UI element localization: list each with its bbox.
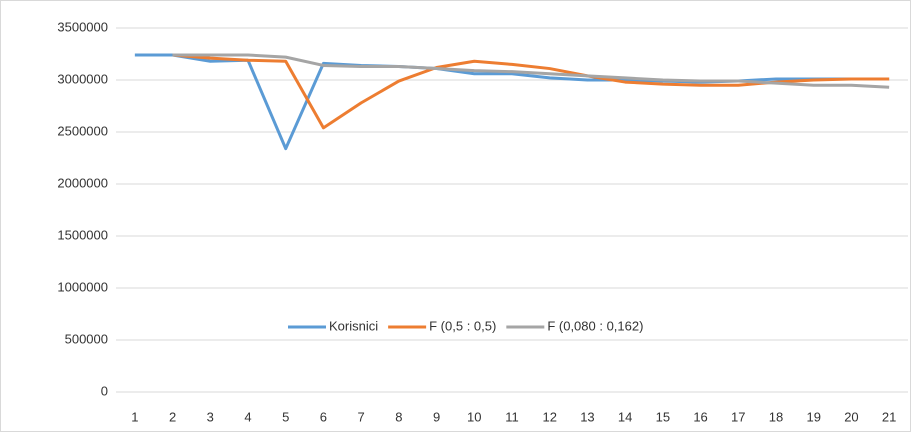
- x-tick-label: 6: [320, 409, 327, 424]
- y-tick-label: 0: [101, 383, 108, 398]
- series-line: [172, 53, 890, 89]
- x-tick-label: 9: [433, 409, 440, 424]
- y-tick-label: 2500000: [57, 123, 108, 138]
- x-tick-label: 14: [618, 409, 632, 424]
- series-line: [134, 53, 890, 151]
- x-tick-label: 12: [542, 409, 556, 424]
- x-tick-label: 3: [207, 409, 214, 424]
- y-tick-label: 3500000: [57, 19, 108, 34]
- x-tick-label: 19: [806, 409, 820, 424]
- x-tick-label: 7: [358, 409, 365, 424]
- x-tick-label: 1: [131, 409, 138, 424]
- x-tick-label: 18: [769, 409, 783, 424]
- legend: Korisnici F (0,5 : 0,5) F (0,080 : 0,162): [288, 318, 643, 333]
- x-tick-label: 4: [244, 409, 251, 424]
- x-tick-label: 20: [844, 409, 858, 424]
- x-tick-label: 21: [882, 409, 896, 424]
- x-tick-label: 2: [169, 409, 176, 424]
- x-tick-label: 17: [731, 409, 745, 424]
- y-tick-label: 3000000: [57, 71, 108, 86]
- x-tick-label: 8: [395, 409, 402, 424]
- x-tick-label: 16: [693, 409, 707, 424]
- x-tick-label: 10: [467, 409, 481, 424]
- x-tick-label: 15: [656, 409, 670, 424]
- legend-label: F (0,5 : 0,5): [429, 318, 496, 333]
- x-tick-label: 5: [282, 409, 289, 424]
- x-tick-label: 13: [580, 409, 594, 424]
- y-tick-label: 500000: [65, 331, 108, 346]
- legend-label: F (0,080 : 0,162): [547, 318, 643, 333]
- legend-label: Korisnici: [329, 318, 378, 333]
- y-tick-label: 2000000: [57, 175, 108, 190]
- y-tick-label: 1000000: [57, 279, 108, 294]
- x-tick-label: 11: [505, 409, 519, 424]
- y-tick-label: 1500000: [57, 227, 108, 242]
